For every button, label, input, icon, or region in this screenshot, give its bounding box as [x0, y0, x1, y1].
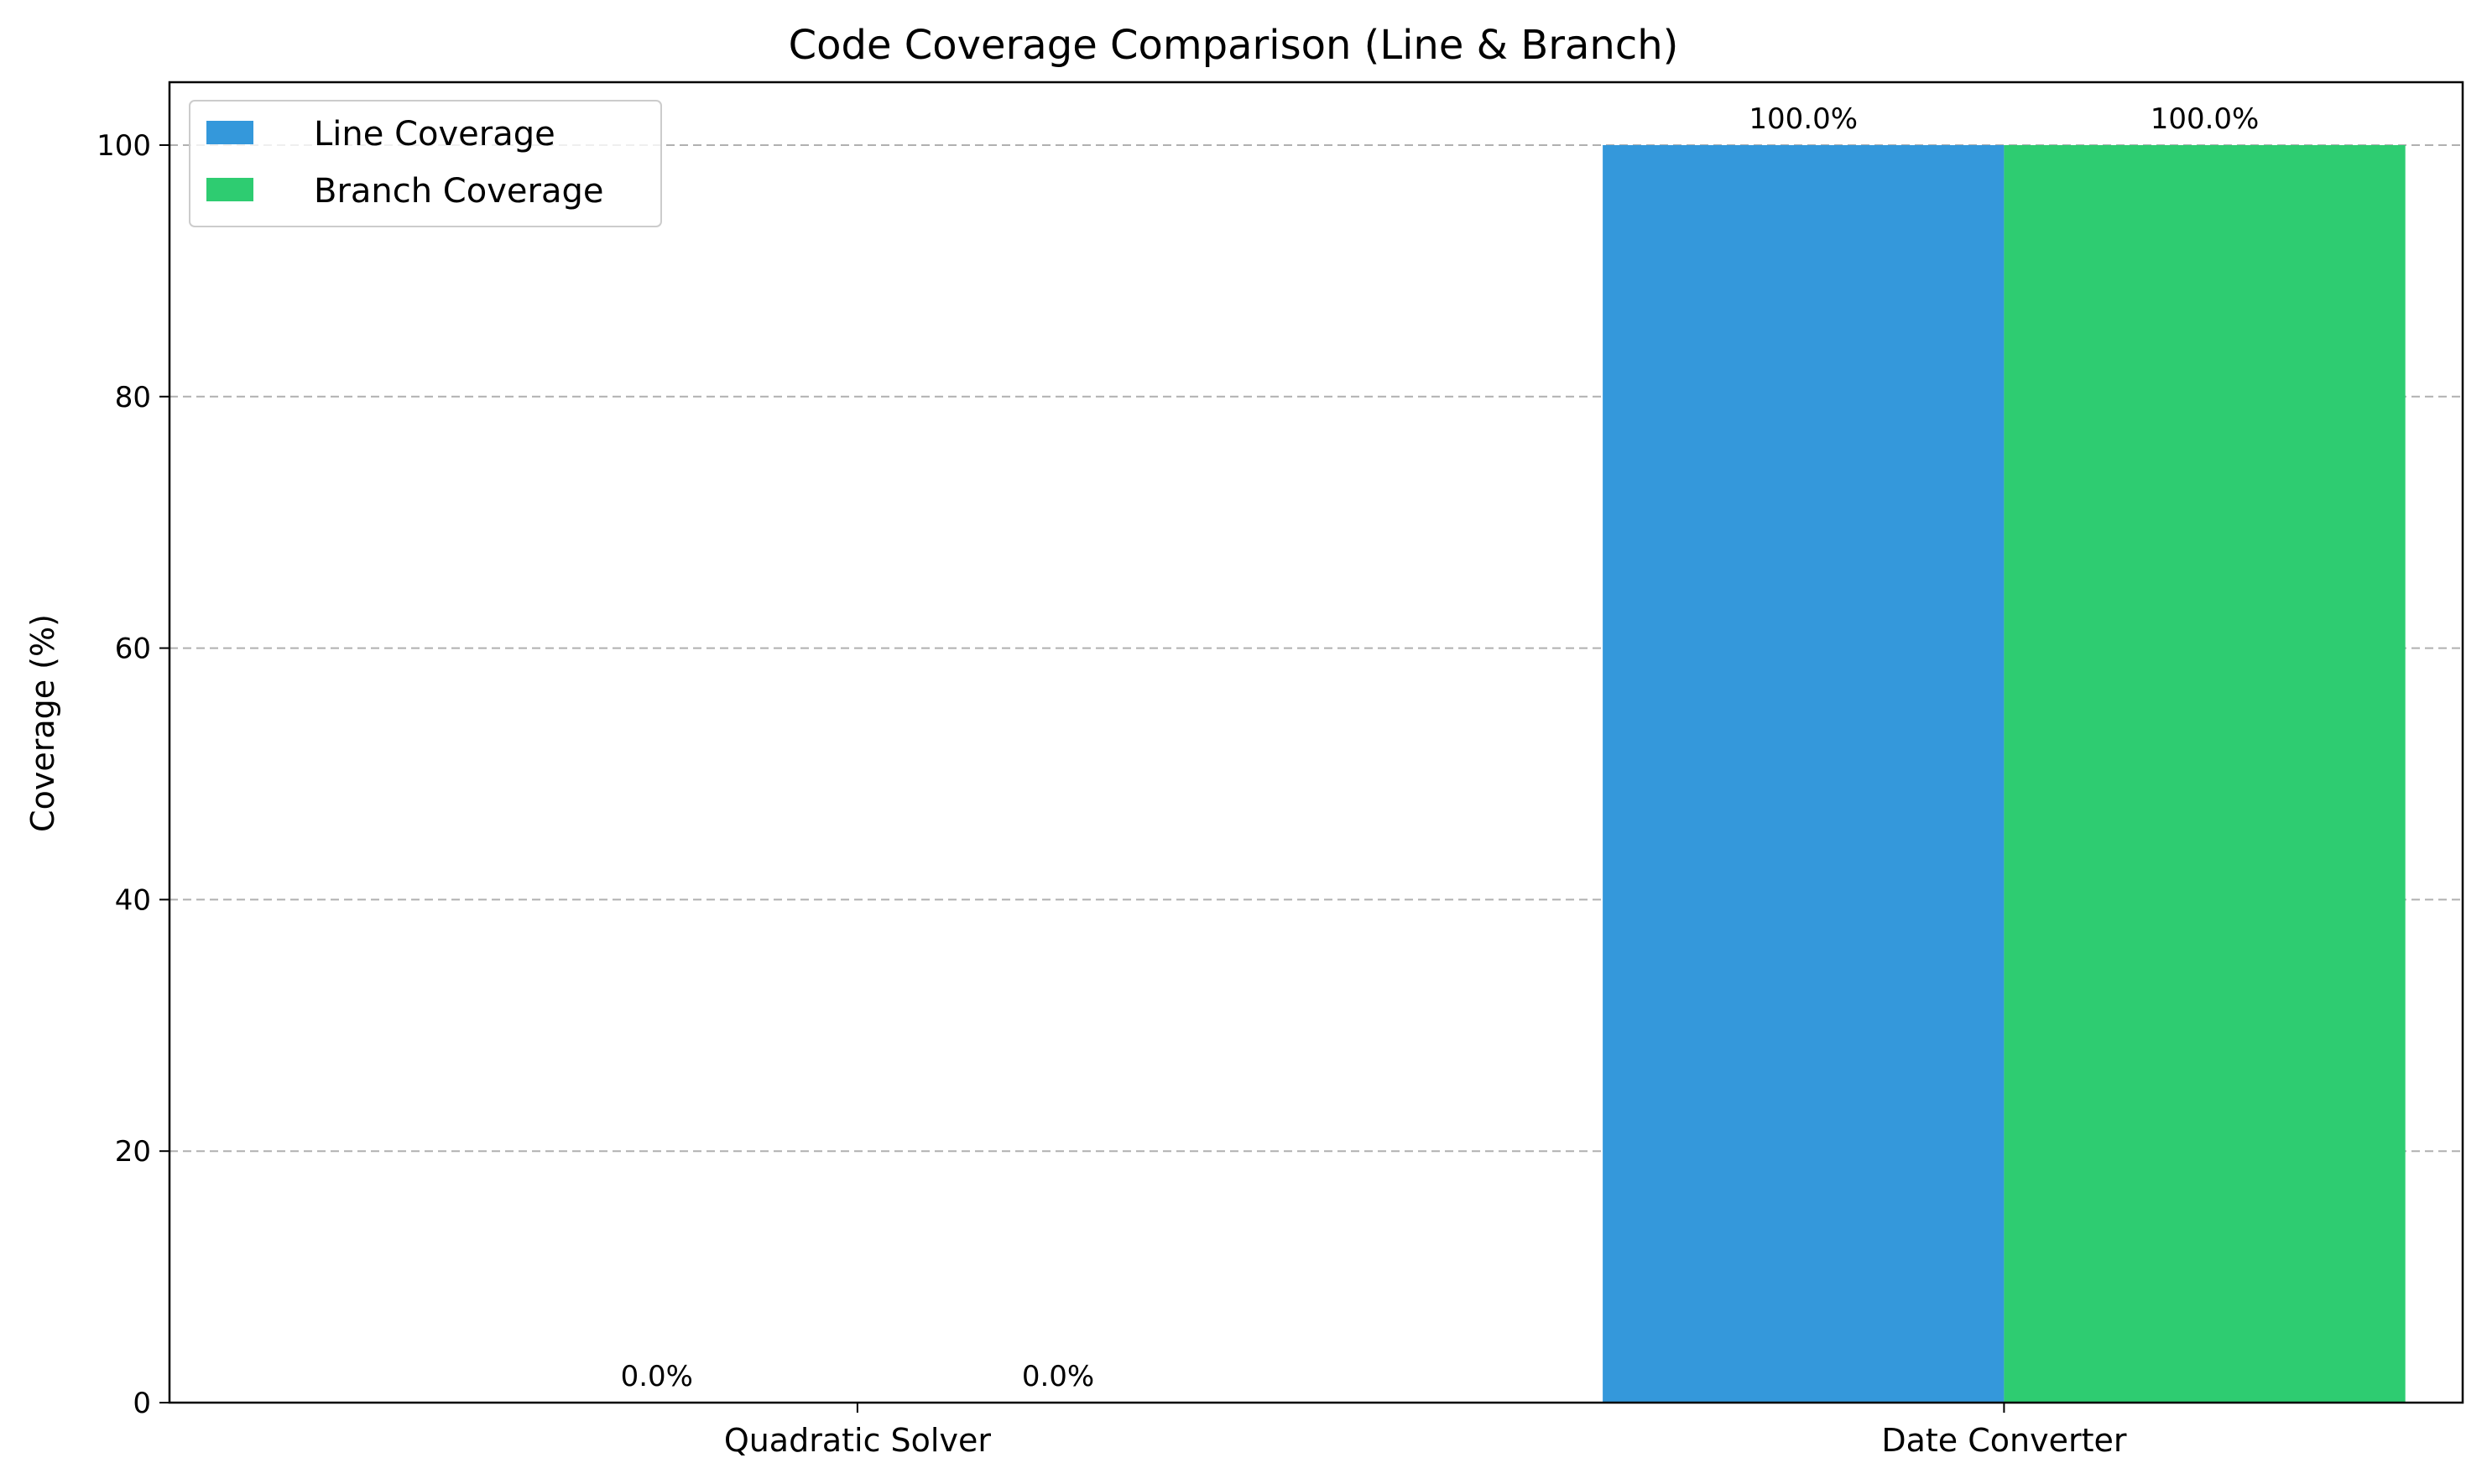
bars: [1603, 144, 2406, 1403]
y-tick-label: 60: [115, 633, 151, 666]
legend-label-line-coverage: Line Coverage: [314, 115, 555, 154]
bar-line-coverage: [1603, 144, 2005, 1403]
chart-title: Code Coverage Comparison (Line & Branch): [789, 22, 1679, 69]
legend-swatch-line-coverage: [206, 121, 253, 144]
legend-label-branch-coverage: Branch Coverage: [314, 172, 603, 211]
legend-swatch-branch-coverage: [206, 178, 253, 201]
bar-value-label: 100.0%: [1749, 102, 1858, 136]
plot-frame: [168, 81, 2464, 1404]
x-tick-label: Date Converter: [1881, 1422, 2127, 1459]
bar-value-label: 0.0%: [621, 1360, 693, 1393]
y-tick-label: 20: [115, 1135, 151, 1169]
bar-value-label: 100.0%: [2151, 102, 2260, 136]
axis-ticks: 0 20 40 60 80 100 Quadratic Solver Date Convert…: [96, 129, 2127, 1459]
y-tick-label: 80: [115, 381, 151, 414]
y-tick-label: 100: [96, 129, 151, 163]
x-tick-label: Quadratic Solver: [724, 1422, 992, 1459]
y-axis-label: Coverage (%): [24, 614, 61, 832]
legend: Line Coverage Branch Coverage: [189, 100, 662, 227]
bar-branch-coverage: [2004, 144, 2406, 1403]
data-labels: 0.0% 100.0% 0.0% 100.0%: [621, 102, 2260, 1393]
bar-value-label: 0.0%: [1022, 1360, 1094, 1393]
legend-box: [189, 100, 662, 227]
y-tick-label: 0: [133, 1387, 151, 1420]
y-tick-label: 40: [115, 883, 151, 917]
